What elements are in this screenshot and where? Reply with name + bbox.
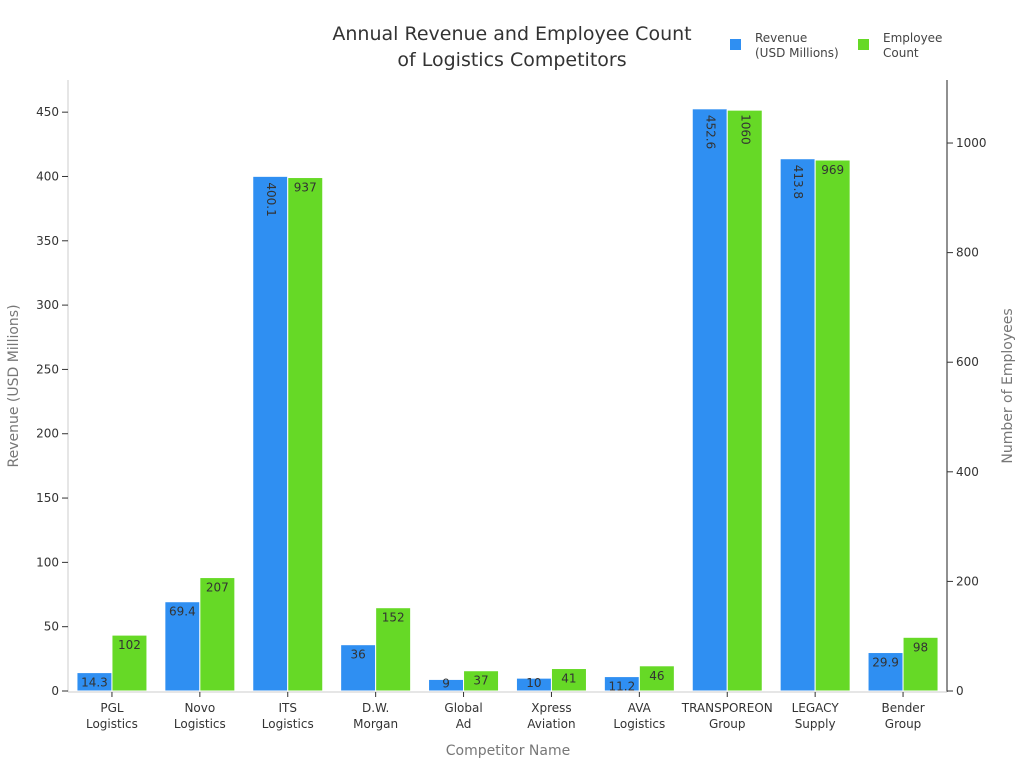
legend-swatch-employee-count — [858, 39, 869, 50]
employee-bar-8[interactable] — [814, 159, 851, 692]
employee-bar-4[interactable] — [463, 670, 500, 692]
x-tick-label-9-1: Group — [885, 717, 922, 731]
revenue-bar-7[interactable] — [691, 108, 728, 692]
x-tick-label-4-0: Global — [444, 701, 482, 715]
chart-title-line-1: Annual Revenue and Employee Count — [332, 23, 691, 45]
employee-label-1: 207 — [206, 581, 229, 595]
x-tick-label-2-1: Logistics — [262, 717, 314, 731]
employee-label-2: 937 — [294, 181, 317, 195]
y2-axis-label: Number of Employees — [1000, 308, 1016, 463]
legend-swatch-revenue — [730, 39, 741, 50]
legend-item-employee-count[interactable]: Employee Count — [858, 31, 942, 60]
revenue-label-0: 14.3 — [81, 676, 108, 690]
employee-label-4: 37 — [473, 674, 488, 688]
revenue-label-6: 11.2 — [608, 680, 635, 694]
employee-bar-3[interactable] — [375, 607, 412, 692]
y-axis-label: Revenue (USD Millions) — [6, 304, 22, 467]
right-axis: 0 200 400 600 800 1000 — [946, 80, 987, 698]
revenue-bar-1[interactable] — [164, 601, 201, 692]
y-tick-label-4: 200 — [36, 427, 59, 441]
employee-label-6: 46 — [649, 669, 664, 683]
legend-label-employee-line-1: Employee — [883, 31, 942, 45]
x-tick-label-1-0: Novo — [184, 701, 215, 715]
revenue-bar-2[interactable] — [252, 175, 289, 692]
left-axis: 0 50 100 150 200 250 300 350 400 450 — [36, 80, 69, 698]
x-axis-ticks: PGL Logistics Novo Logistics ITS Logistics D.W… — [86, 692, 925, 731]
x-tick-label-9-0: Bender — [881, 701, 924, 715]
x-tick-label-8-0: LEGACY — [792, 701, 840, 715]
x-tick-label-0-1: Logistics — [86, 717, 138, 731]
employee-bar-5[interactable] — [550, 668, 587, 692]
x-tick-label-2-0: ITS — [279, 701, 298, 715]
left-axis-ticks: 0 50 100 150 200 250 300 350 400 450 — [36, 105, 68, 698]
x-tick-label-7-1: Group — [709, 717, 746, 731]
y2-tick-label-1: 200 — [956, 574, 979, 588]
right-axis-ticks: 0 200 400 600 800 1000 — [947, 136, 987, 698]
revenue-label-5: 10 — [526, 676, 541, 690]
x-tick-label-3-0: D.W. — [362, 701, 389, 715]
y-tick-label-1: 50 — [44, 620, 59, 634]
revenue-bar-3[interactable] — [340, 644, 377, 692]
revenue-label-9: 29.9 — [872, 656, 899, 670]
y-tick-label-3: 150 — [36, 491, 59, 505]
revenue-label-7: 452.6 — [703, 115, 717, 149]
x-tick-label-6-1: Logistics — [613, 717, 665, 731]
employee-bar-1[interactable] — [199, 577, 236, 692]
revenue-label-2: 400.1 — [264, 182, 278, 216]
x-tick-label-7-0: TRANSPOREON — [681, 701, 773, 715]
x-tick-label-5-0: Xpress — [531, 701, 571, 715]
y2-tick-label-3: 600 — [956, 355, 979, 369]
employee-bar-0[interactable] — [111, 634, 148, 692]
legend-label-revenue-line-2: (USD Millions) — [755, 46, 839, 60]
y2-tick-label-4: 800 — [956, 246, 979, 260]
bars-group — [76, 108, 939, 692]
x-tick-label-8-1: Supply — [795, 717, 836, 731]
employee-label-8: 969 — [821, 163, 844, 177]
x-tick-label-1-1: Logistics — [174, 717, 226, 731]
y2-tick-label-5: 1000 — [956, 136, 987, 150]
x-axis: PGL Logistics Novo Logistics ITS Logistics D.W… — [68, 691, 947, 731]
x-tick-label-5-1: Aviation — [527, 717, 575, 731]
revenue-label-1: 69.4 — [169, 605, 196, 619]
y-tick-label-9: 450 — [36, 105, 59, 119]
y-tick-label-6: 300 — [36, 298, 59, 312]
x-tick-label-6-0: AVA — [628, 701, 652, 715]
employee-bar-9[interactable] — [902, 636, 939, 692]
y2-tick-label-2: 400 — [956, 465, 979, 479]
employee-bar-2[interactable] — [287, 177, 324, 692]
x-tick-label-3-1: Morgan — [353, 717, 398, 731]
y2-tick-label-0: 0 — [956, 684, 964, 698]
x-tick-label-0-0: PGL — [100, 701, 124, 715]
employee-label-3: 152 — [382, 611, 405, 625]
legend-item-revenue[interactable]: Revenue (USD Millions) — [730, 31, 839, 60]
employee-label-9: 98 — [913, 640, 928, 654]
chart-title-line-2: of Logistics Competitors — [397, 49, 626, 71]
legend: Revenue (USD Millions) Employee Count — [730, 31, 942, 60]
y-tick-label-0: 0 — [51, 684, 59, 698]
x-axis-label: Competitor Name — [446, 743, 570, 759]
legend-label-employee-line-2: Count — [883, 46, 919, 60]
y-tick-label-8: 400 — [36, 169, 59, 183]
revenue-bar-8[interactable] — [779, 158, 816, 692]
employee-label-0: 102 — [118, 638, 141, 652]
revenue-label-4: 9 — [442, 677, 450, 691]
chart-title: Annual Revenue and Employee Count of Log… — [332, 23, 691, 71]
revenue-bar-9[interactable] — [867, 652, 904, 692]
legend-label-revenue-line-1: Revenue — [755, 31, 807, 45]
revenue-label-8: 413.8 — [791, 165, 805, 199]
y-tick-label-5: 250 — [36, 362, 59, 376]
y-tick-label-7: 350 — [36, 234, 59, 248]
y-tick-label-2: 100 — [36, 555, 59, 569]
employee-bar-6[interactable] — [638, 665, 675, 692]
employee-label-7: 1060 — [738, 114, 752, 145]
x-tick-label-4-1: Ad — [456, 717, 472, 731]
revenue-label-3: 36 — [351, 648, 366, 662]
employee-bar-7[interactable] — [726, 109, 763, 692]
employee-label-5: 41 — [561, 672, 576, 686]
